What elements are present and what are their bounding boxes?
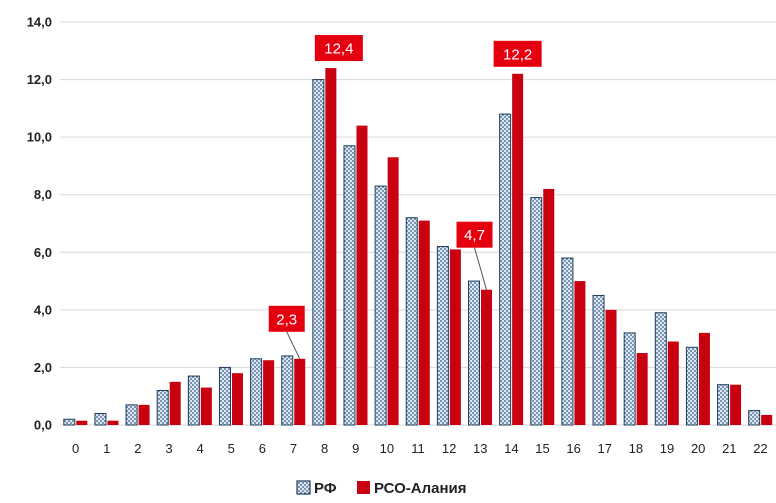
- bar-rso-alania: [76, 420, 88, 425]
- callout-box: [314, 35, 363, 62]
- bar-rso-alania: [200, 387, 212, 425]
- bar-rso-alania: [761, 414, 773, 425]
- bar-rso-alania: [636, 353, 648, 425]
- gridlines: [60, 21, 776, 426]
- bar-rf: [654, 312, 667, 426]
- bar-rf: [748, 410, 761, 426]
- x-tick-label: 9: [352, 441, 359, 456]
- bar-rso-alania: [418, 220, 430, 425]
- bar-rf: [561, 257, 574, 426]
- x-tick-label: 12: [442, 441, 456, 456]
- x-tick-label: 7: [290, 441, 297, 456]
- bar-rf: [281, 355, 294, 426]
- bar-rf: [374, 185, 387, 426]
- legend-label-rso: РСО-Алания: [374, 480, 467, 497]
- bar-rf: [685, 346, 698, 426]
- y-tick-label: 8,0: [34, 187, 52, 202]
- bar-rso-alania: [138, 404, 150, 425]
- bar-rf: [623, 332, 636, 426]
- bar-rf: [250, 358, 263, 426]
- bar-rf: [63, 418, 76, 426]
- bar-rso-alania: [481, 289, 493, 425]
- bar-rf: [156, 389, 169, 426]
- x-tick-label: 14: [504, 441, 518, 456]
- callouts: 12,4 12,2 4,7 2,3: [268, 35, 542, 360]
- y-tick-label: 4,0: [34, 302, 52, 317]
- bar-rf: [94, 412, 107, 426]
- callout-label: 12,2: [503, 46, 532, 63]
- legend-swatch-rso: [357, 481, 370, 494]
- x-tick-label: 11: [411, 441, 425, 456]
- x-axis-ticks: 0 1 2 3 4 5 6 7 8 9 10 11 12 13 14 15 16 17 18 19 20 21 22: [72, 441, 768, 456]
- bar-rso-alania: [698, 332, 710, 425]
- x-tick-label: 22: [753, 441, 767, 456]
- y-axis-ticks: 0,0 2,0 4,0 6,0 8,0 10,0 12,0 14,0: [27, 15, 52, 433]
- bars: [63, 68, 773, 426]
- legend-label-rf: РФ: [314, 480, 337, 497]
- y-tick-label: 14,0: [27, 15, 52, 30]
- legend: РФ РСО-Алания: [296, 480, 467, 497]
- bar-rf: [187, 375, 200, 426]
- callout-label: 12,4: [324, 41, 353, 58]
- bar-rso-alania: [107, 420, 119, 425]
- bar-rf: [312, 79, 325, 426]
- callout-label: 4,7: [464, 227, 485, 244]
- callout-leader: [286, 331, 301, 360]
- y-tick-label: 12,0: [27, 72, 52, 87]
- x-tick-label: 6: [259, 441, 266, 456]
- callout-box: [268, 305, 305, 332]
- x-tick-label: 18: [629, 441, 643, 456]
- bar-rso-alania: [667, 341, 679, 425]
- bar-rf: [436, 246, 449, 426]
- x-tick-label: 16: [566, 441, 580, 456]
- y-tick-label: 10,0: [27, 130, 52, 145]
- x-tick-label: 8: [321, 441, 328, 456]
- x-tick-label: 13: [473, 441, 487, 456]
- bar-rso-alania: [574, 281, 586, 425]
- x-tick-label: 20: [691, 441, 705, 456]
- x-tick-label: 1: [103, 441, 110, 456]
- bar-rso-alania: [263, 360, 275, 425]
- callout-label: 2,3: [276, 311, 297, 328]
- bar-rf: [125, 404, 138, 426]
- x-tick-label: 21: [722, 441, 736, 456]
- bar-rso-alania: [325, 68, 337, 426]
- x-tick-label: 2: [134, 441, 141, 456]
- bar-rso-alania: [169, 381, 181, 425]
- bar-rso-alania: [356, 125, 368, 425]
- x-tick-label: 10: [380, 441, 394, 456]
- bar-rf: [717, 384, 730, 426]
- bar-rf: [343, 145, 356, 426]
- bar-rf: [405, 217, 418, 426]
- bar-rso-alania: [512, 73, 524, 426]
- callout-leader: [474, 247, 487, 290]
- x-tick-label: 4: [196, 441, 203, 456]
- bar-rso-alania: [605, 309, 617, 425]
- bar-rf: [499, 113, 512, 426]
- bar-rso-alania: [449, 249, 461, 425]
- bar-rf: [468, 280, 481, 426]
- bar-rso-alania: [231, 373, 243, 425]
- bar-rso-alania: [543, 188, 555, 425]
- x-tick-label: 0: [72, 441, 79, 456]
- x-tick-label: 19: [660, 441, 674, 456]
- x-tick-label: 5: [228, 441, 235, 456]
- bar-rso-alania: [294, 358, 306, 425]
- bar-rf: [530, 197, 543, 426]
- bar-rso-alania: [387, 157, 399, 426]
- x-tick-label: 3: [165, 441, 172, 456]
- callout-box: [493, 40, 542, 67]
- x-tick-label: 15: [535, 441, 549, 456]
- callout-box: [456, 221, 493, 248]
- x-tick-label: 17: [598, 441, 612, 456]
- y-tick-label: 2,0: [34, 360, 52, 375]
- bar-rf: [218, 366, 231, 426]
- y-tick-label: 0,0: [34, 418, 52, 433]
- bar-rso-alania: [730, 384, 742, 425]
- y-tick-label: 6,0: [34, 245, 52, 260]
- bar-rf: [592, 294, 605, 426]
- legend-swatch-rf: [296, 480, 311, 495]
